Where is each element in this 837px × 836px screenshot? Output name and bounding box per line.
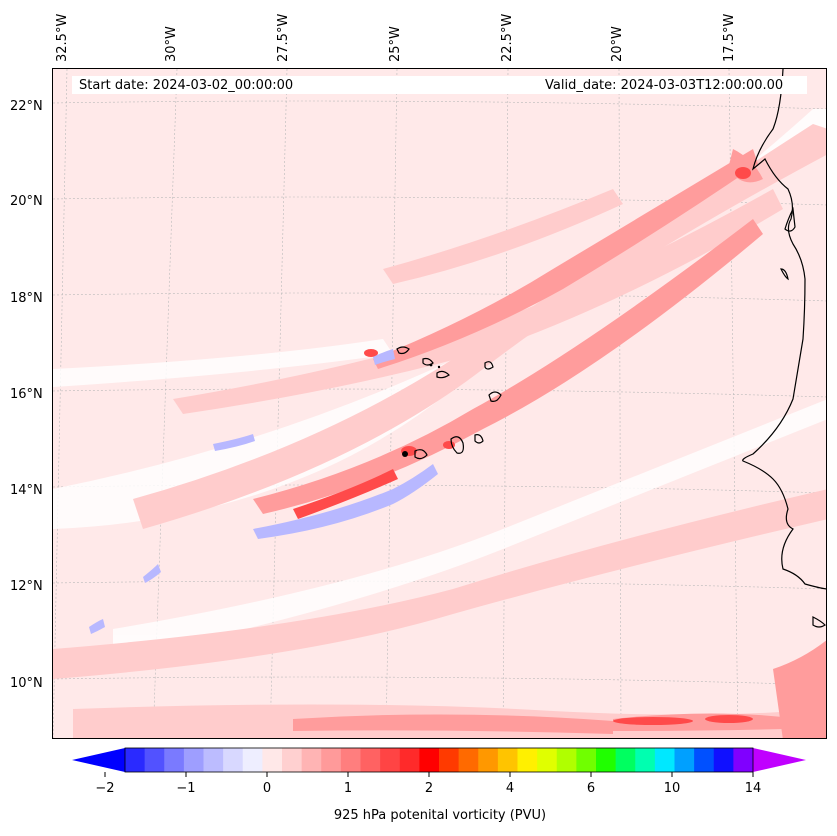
colorbar-cell [497, 748, 519, 772]
colorbar-ticks [104, 772, 754, 777]
colorbar-cell [694, 748, 715, 772]
colorbar-cell [321, 748, 342, 772]
colorbar-cell [458, 748, 479, 772]
lat-label-20n: 20°N [10, 194, 43, 209]
colorbar-cell [635, 748, 656, 772]
colorbar-cell [340, 748, 362, 772]
start-date: Start date: 2024-03-02_00:00:00 [79, 78, 294, 93]
colorbar-cell [674, 748, 695, 772]
colorbar-cell [203, 748, 224, 772]
colorbar-cell [242, 748, 263, 772]
lon-label-30w: 30°W [164, 26, 179, 62]
colorbar-cell [262, 748, 283, 772]
negative-pv-streaks [89, 349, 438, 634]
lat-label-22n: 22°N [10, 99, 43, 114]
coastline [396, 69, 826, 628]
colorbar-cell [439, 748, 460, 772]
cb-tick-label: 6 [586, 781, 596, 796]
lon-label-27-5w: 27.5°W [276, 13, 291, 62]
colorbar-cell [517, 748, 538, 772]
date-bar [72, 76, 807, 94]
colorbar-cell [223, 748, 244, 772]
colorbar-cell [615, 748, 636, 772]
lon-label-17-5w: 17.5°W [722, 13, 737, 62]
lon-label-32-5w: 32.5°W [55, 13, 70, 62]
colorbar-cell [125, 748, 146, 772]
colorbar-cell [419, 748, 440, 772]
lon-label-22-5w: 22.5°W [500, 13, 515, 62]
colorbar-cell [144, 748, 165, 772]
low-pv-bands [53, 109, 826, 659]
island-dots [402, 363, 441, 457]
cb-tick-label: −2 [95, 781, 115, 796]
colorbar-cell [556, 748, 577, 772]
potential-vorticity-field [53, 69, 826, 738]
colorbar-title: 925 hPa potenital vorticity (PVU) [333, 808, 547, 823]
colorbar-cell [478, 748, 499, 772]
colorbar-cell [713, 748, 734, 772]
valid-date: Valid_date: 2024-03-03T12:00:00.00 [545, 78, 784, 93]
colorbar-cell [380, 748, 401, 772]
colorbar-cell [399, 748, 420, 772]
cb-tick-label: 0 [262, 781, 272, 796]
colorbar-cell [576, 748, 597, 772]
colorbar-cell [733, 748, 754, 772]
colorbar-outline [124, 747, 754, 773]
colorbar-cell [282, 748, 303, 772]
colorbar-cell [183, 748, 205, 772]
peak-pv-cells [293, 167, 753, 725]
lat-label-10n: 10°N [10, 676, 43, 691]
lat-label-18n: 18°N [10, 291, 43, 306]
lon-label-20w: 20°W [610, 26, 625, 62]
colorbar-cell [360, 748, 381, 772]
lat-label-16n: 16°N [10, 387, 43, 402]
lon-label-25w: 25°W [388, 26, 403, 62]
colorbar-cell [537, 748, 558, 772]
colorbar-min-arrow [72, 748, 125, 772]
colorbar-cell [301, 748, 322, 772]
colorbar-cell [654, 748, 676, 772]
cb-tick-label: 2 [424, 781, 434, 796]
lat-label-14n: 14°N [10, 483, 43, 498]
cb-tick-label: 1 [343, 781, 353, 796]
cb-tick-label: 4 [505, 781, 515, 796]
map-plot-area [52, 68, 827, 739]
colorbar-cells [125, 748, 754, 772]
cb-tick-label: 14 [744, 781, 762, 796]
colorbar-cell [164, 748, 185, 772]
colorbar [72, 747, 806, 777]
cb-tick-label: 10 [663, 781, 681, 796]
cb-tick-label: −1 [176, 781, 196, 796]
colorbar-max-arrow [753, 748, 806, 772]
lat-label-12n: 12°N [10, 579, 43, 594]
colorbar-cell [596, 748, 617, 772]
